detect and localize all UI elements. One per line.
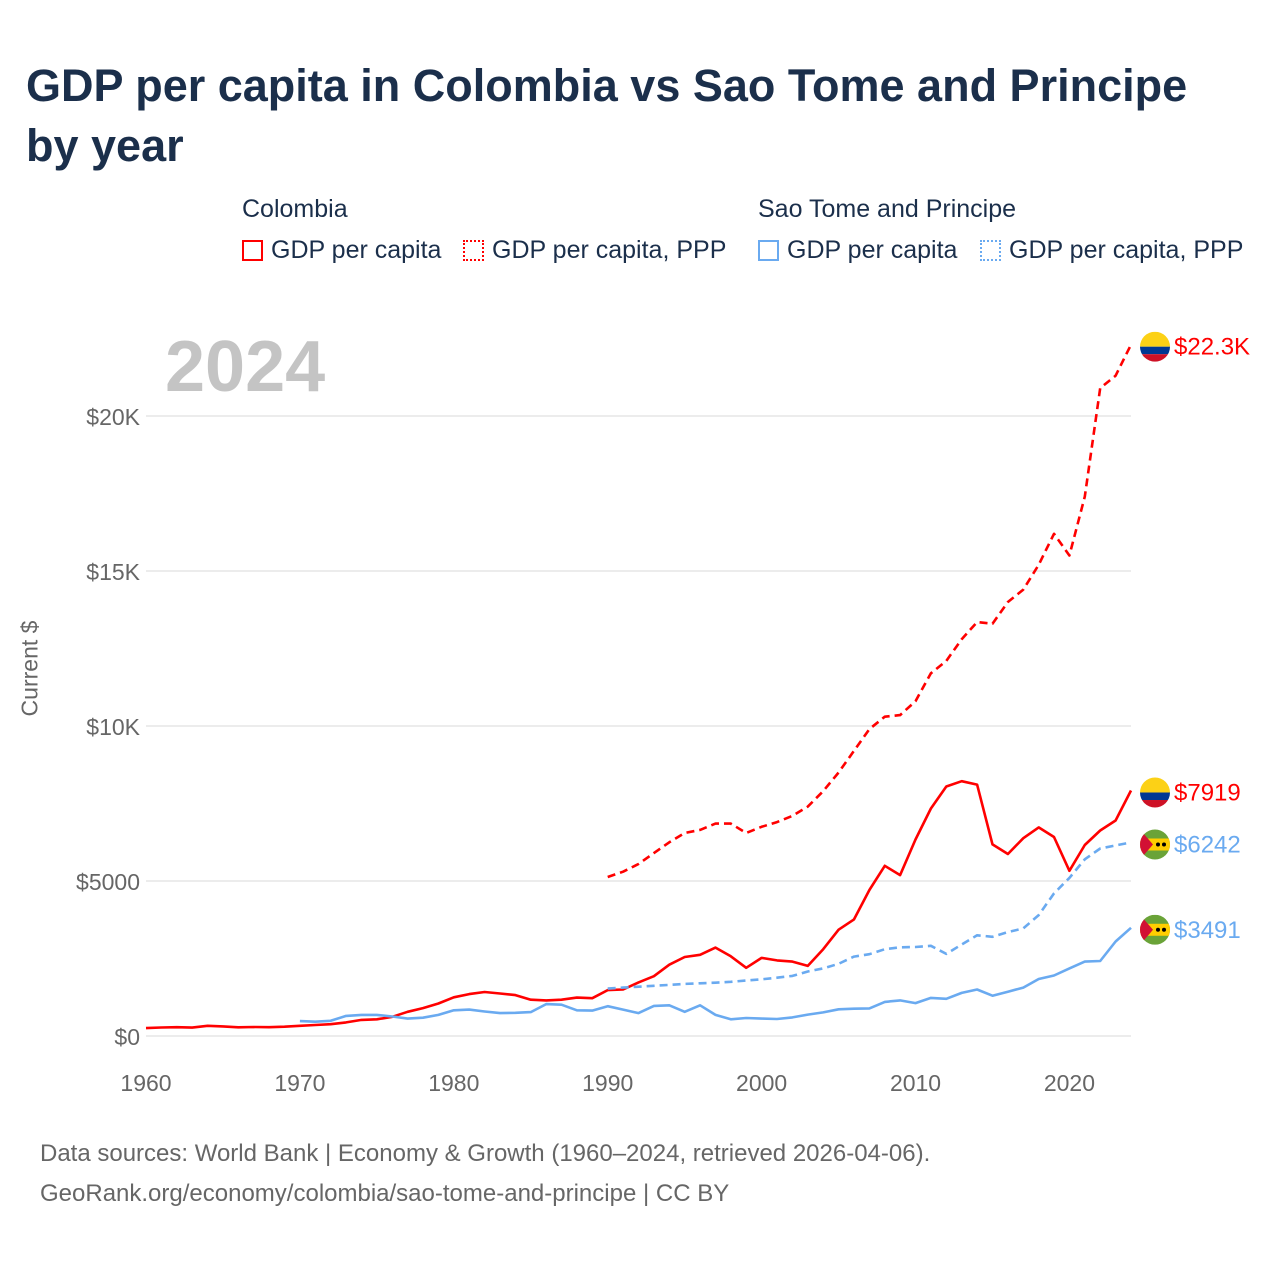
x-axis-ticks: 1960 1970 1980 1990 2000 2010 2020 xyxy=(120,1070,1095,1096)
legend-swatch-solid xyxy=(242,240,263,261)
y-tick-label: $0 xyxy=(114,1024,140,1050)
y-axis-ticks: $0 $5000 $10K $15K $20K xyxy=(76,404,141,1050)
flag-stripe xyxy=(1140,800,1170,808)
flag-star xyxy=(1162,842,1166,847)
legend-group-sao-tome: Sao Tome and Principe xyxy=(758,195,1017,223)
gridlines xyxy=(146,415,1131,1037)
flag-body xyxy=(1140,914,1170,945)
flag-body xyxy=(1140,331,1170,362)
flag-stripe xyxy=(1140,331,1170,347)
flag-body xyxy=(1140,777,1170,808)
x-tick-label: 2020 xyxy=(1044,1070,1095,1096)
x-tick-label: 2000 xyxy=(736,1070,787,1096)
chart-title: GDP per capita in Colombia vs Sao Tome a… xyxy=(26,60,1188,171)
flag-stripe xyxy=(1140,777,1170,793)
legend-label: GDP per capita xyxy=(271,236,442,264)
legend-swatch-dotted xyxy=(980,240,1001,261)
series-line-2 xyxy=(299,926,1132,1024)
end-value-label: $6242 xyxy=(1174,831,1241,858)
series-line-1 xyxy=(607,344,1133,879)
x-tick-label: 1980 xyxy=(428,1070,479,1096)
flag-stripe xyxy=(1140,346,1170,355)
legend-item-stp-gdp[interactable]: GDP per capita xyxy=(758,236,957,265)
legend-label: GDP per capita, PPP xyxy=(1009,236,1244,264)
y-tick-label: $15K xyxy=(86,559,140,585)
x-tick-label: 1970 xyxy=(274,1070,325,1096)
flag-icon-colombia xyxy=(1140,777,1170,808)
y-tick-label: $5000 xyxy=(76,869,140,895)
series-line-0 xyxy=(145,779,1133,1030)
legend-item-stp-ppp[interactable]: GDP per capita, PPP xyxy=(980,236,1243,265)
x-tick-label: 1960 xyxy=(120,1070,171,1096)
flag-star xyxy=(1156,927,1160,932)
y-tick-label: $10K xyxy=(86,714,140,740)
flag-triangle xyxy=(1140,914,1153,945)
end-value-label: $22.3K xyxy=(1174,334,1250,361)
flag-icon-sao-tome xyxy=(1140,914,1170,945)
legend-label: GDP per capita xyxy=(787,236,958,264)
legend-label: GDP per capita, PPP xyxy=(492,236,727,264)
footer-sources: Data sources: World Bank | Economy & Gro… xyxy=(40,1140,931,1167)
legend-group-colombia: Colombia xyxy=(242,195,348,223)
flag-icon-colombia xyxy=(1140,331,1170,362)
footer-attribution[interactable]: GeoRank.org/economy/colombia/sao-tome-an… xyxy=(40,1180,730,1207)
y-tick-label: $20K xyxy=(86,404,140,430)
legend-item-colombia-ppp[interactable]: GDP per capita, PPP xyxy=(463,236,726,265)
flag-star xyxy=(1162,927,1166,932)
x-tick-label: 2010 xyxy=(890,1070,941,1096)
end-value-label: $3491 xyxy=(1174,917,1241,944)
legend-swatch-solid xyxy=(758,240,779,261)
legend-swatch-dotted xyxy=(463,240,484,261)
flag-icon-sao-tome xyxy=(1140,829,1170,860)
flag-stripe xyxy=(1140,792,1170,801)
flag-body xyxy=(1140,829,1170,860)
flag-triangle xyxy=(1140,829,1153,860)
flag-star xyxy=(1156,842,1160,847)
series-lines xyxy=(145,344,1133,1030)
series-line-3 xyxy=(607,841,1132,990)
end-value-label: $7919 xyxy=(1174,780,1241,807)
flag-stripe xyxy=(1140,354,1170,362)
end-labels: $22.3K $7919 $6242 $3491 xyxy=(1140,331,1250,945)
x-tick-label: 1990 xyxy=(582,1070,633,1096)
legend-item-colombia-gdp[interactable]: GDP per capita xyxy=(242,236,441,265)
year-watermark: 2024 xyxy=(165,327,326,407)
